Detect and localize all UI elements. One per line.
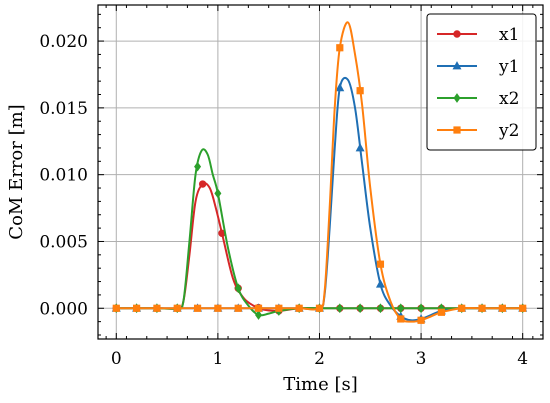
data-point-x2-4 <box>194 161 202 172</box>
data-point-y2-15 <box>417 316 425 324</box>
series-y2 <box>112 21 527 324</box>
x-tick-label-0: 0 <box>111 349 122 369</box>
data-point-y2-14 <box>397 315 405 323</box>
y-tick-label-0: 0.000 <box>39 299 88 319</box>
legend-label-y2: y2 <box>498 121 519 141</box>
data-point-x2-14 <box>397 303 405 314</box>
data-point-y2-9 <box>295 304 303 312</box>
data-point-x2-13 <box>376 303 384 314</box>
legend-marker-x1 <box>453 30 461 38</box>
data-point-x2-5 <box>214 188 222 199</box>
data-point-y2-10 <box>315 304 324 312</box>
x-tick-label-4: 4 <box>517 349 528 369</box>
legend-item-y2: y2 <box>437 121 519 141</box>
data-point-y2-7 <box>254 304 263 312</box>
tick-labels: 0 1 2 3 4 0.000 0.005 0.010 0.015 0.020 <box>39 32 528 369</box>
x-tick-label-2: 2 <box>314 349 325 369</box>
legend: x1 y1 x2 y2 <box>426 13 537 151</box>
data-point-y2-5 <box>214 304 222 312</box>
data-point-y2-18 <box>478 304 486 312</box>
x-tick-label-1: 1 <box>212 349 223 369</box>
data-point-y2-2 <box>153 304 161 312</box>
y-tick-label-3: 0.015 <box>39 99 88 119</box>
data-point-x2-6 <box>234 283 242 294</box>
data-point-y2-12 <box>356 87 364 95</box>
y-tick-label-1: 0.005 <box>39 232 88 252</box>
data-point-x2-12 <box>356 303 364 314</box>
x-tick-label-3: 3 <box>416 349 427 369</box>
y-tick-label-4: 0.020 <box>39 32 88 52</box>
data-point-y2-17 <box>458 304 466 312</box>
data-point-y2-20 <box>519 304 527 312</box>
data-point-x2-15 <box>417 303 425 314</box>
data-point-y2-6 <box>234 304 242 312</box>
data-point-y2-19 <box>498 304 506 312</box>
data-point-x1-4 <box>198 180 207 188</box>
x-axis-label: Time [s] <box>283 374 358 395</box>
legend-item-x1: x1 <box>437 25 519 45</box>
legend-item-x2: x2 <box>437 89 519 109</box>
legend-marker-y2 <box>453 126 461 134</box>
axis-ticks <box>98 5 543 339</box>
legend-label-x1: x1 <box>499 25 519 45</box>
legend-marker-x2 <box>453 93 461 103</box>
data-point-y2-1 <box>133 304 141 312</box>
data-point-y2-3 <box>173 304 181 312</box>
data-point-y2-0 <box>112 304 120 312</box>
series-layer <box>111 21 528 324</box>
legend-marker-y1 <box>452 61 462 70</box>
legend-item-y1: y1 <box>437 57 519 77</box>
y-axis-label: CoM Error [m] <box>6 104 27 239</box>
data-point-y1-12 <box>355 143 365 152</box>
data-point-y1-13 <box>375 279 385 288</box>
data-point-x2-11 <box>336 303 344 314</box>
data-point-y2-13 <box>376 260 385 268</box>
data-point-x2-7 <box>255 310 263 320</box>
y-tick-label-2: 0.010 <box>39 166 88 186</box>
legend-label-x2: x2 <box>499 89 519 109</box>
data-point-y2-8 <box>275 304 283 312</box>
legend-box <box>426 13 537 151</box>
plot-frame <box>97 4 544 340</box>
data-point-y2-16 <box>437 308 446 316</box>
data-point-y2-4 <box>193 304 202 312</box>
data-point-y2-11 <box>336 44 344 52</box>
data-point-y1-11 <box>335 82 345 92</box>
legend-label-y1: y1 <box>498 57 519 77</box>
